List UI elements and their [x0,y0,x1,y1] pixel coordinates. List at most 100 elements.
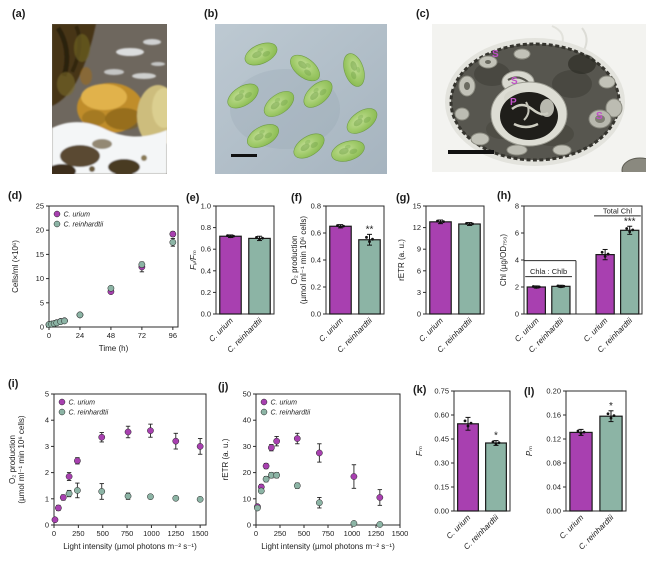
svg-text:6: 6 [515,229,519,238]
svg-text:0.30: 0.30 [434,459,449,468]
chart-svg-f: 0.00.20.40.60.8C. urium**C. reinhardtiiO… [290,202,385,354]
panel-label-c: (c) [416,8,430,20]
svg-text:Time (h): Time (h) [99,344,129,353]
svg-text:C. reinhardtii: C. reinhardtii [69,410,109,417]
svg-text:*: * [494,431,498,442]
scale-bar [231,154,257,157]
svg-text:0: 0 [247,521,251,530]
field-photo-snow-algae [52,24,167,174]
svg-text:2: 2 [45,468,49,477]
svg-text:Light intensity (µmol photons: Light intensity (µmol photons m⁻² s⁻¹) [63,542,197,551]
panel-label-j: (j) [218,381,229,393]
tem-label-starch-1: S [492,49,499,60]
svg-text:0.8: 0.8 [311,202,321,211]
svg-text:0.8: 0.8 [201,223,211,232]
svg-text:0: 0 [45,521,49,530]
svg-text:0.00: 0.00 [546,507,561,516]
svg-text:750: 750 [322,529,335,538]
svg-text:20: 20 [36,226,44,235]
tem-label-pyrenoid: P [510,97,517,108]
tem-label-starch-3: S [596,111,603,122]
svg-text:***: *** [624,216,636,227]
svg-text:0.6: 0.6 [201,245,211,254]
svg-text:rETR (a. u.): rETR (a. u.) [221,438,230,480]
svg-text:0.0: 0.0 [201,310,211,319]
svg-text:C. urium: C. urium [64,212,91,219]
svg-text:0.15: 0.15 [434,483,449,492]
chart-svg-k: 0.000.150.300.450.600.75C. urium*C. rein… [415,387,511,551]
svg-text:0: 0 [417,310,421,319]
svg-text:Total Chl: Total Chl [603,206,633,215]
svg-text:1500: 1500 [392,529,409,538]
svg-text:C. reinhardtii: C. reinhardtii [271,410,311,417]
pm-bar-chart: 0.00 0.04 0.08 0.12 0.16 0.20 C. urium * C. rein… [522,379,640,577]
chlorophyll-bar-chart: 0 2 4 6 8 C. urium C. reinhardtii C. urium *** C.… [496,193,650,375]
svg-text:1.0: 1.0 [201,202,211,211]
panel-label-g: (g) [396,192,411,204]
svg-text:0.0: 0.0 [311,310,321,319]
svg-text:72: 72 [138,331,146,340]
svg-text:25: 25 [36,202,44,211]
svg-text:1250: 1250 [368,529,385,538]
svg-text:0: 0 [515,310,519,319]
svg-text:250: 250 [72,529,85,538]
svg-text:Fᵥ/Fₘ: Fᵥ/Fₘ [189,250,198,270]
o2-vs-light-chart: 0 1 2 3 4 5 0 250 500 750 1000 1250 1500 C. urium C. r… [8,381,216,576]
chart-svg-l: 0.000.040.080.120.160.20C. urium*C. rein… [525,387,627,551]
svg-text:5: 5 [40,298,44,307]
fvfm-bar-chart: 0.0 0.2 0.4 0.6 0.8 1.0 C. urium C. reinhardtii… [186,196,286,375]
tem-label-starch-2: S [511,76,518,87]
svg-text:0.08: 0.08 [546,459,561,468]
panel-label-l: (l) [524,386,535,398]
svg-text:12: 12 [413,223,421,232]
svg-text:O₂ production: O₂ production [8,435,17,484]
svg-text:24: 24 [76,331,84,340]
panel-label-b: (b) [204,8,219,20]
svg-text:15: 15 [413,202,421,211]
retr-vs-light-chart: 0 10 20 30 40 50 0 250 500 750 1000 1250 1500 C. uriu… [218,381,410,576]
svg-text:(µmol ml⁻¹ min 10⁶ cells): (µmol ml⁻¹ min 10⁶ cells) [17,415,26,503]
svg-text:1000: 1000 [143,529,160,538]
svg-text:96: 96 [169,331,177,340]
svg-text:C. urium: C. urium [417,316,445,344]
svg-text:10: 10 [36,274,44,283]
svg-text:48: 48 [107,331,115,340]
svg-text:0.6: 0.6 [311,229,321,238]
svg-text:rETR (a. u.): rETR (a. u.) [397,239,406,281]
retr-bar-chart: 0 3 6 9 12 15 C. urium C. reinhardtii rETR (a. u… [394,196,496,375]
svg-text:1500: 1500 [192,529,209,538]
tem-art [432,24,646,172]
svg-text:0.75: 0.75 [434,387,449,396]
svg-text:C. reinhardtii: C. reinhardtii [64,222,104,229]
svg-text:750: 750 [121,529,134,538]
svg-text:C. urium: C. urium [317,316,345,344]
panel-label-e: (e) [186,192,200,204]
panel-label-i: (i) [8,378,19,390]
svg-text:C. urium: C. urium [207,316,235,344]
svg-text:C. urium: C. urium [271,400,298,407]
svg-text:50: 50 [243,390,251,399]
svg-text:0.4: 0.4 [201,266,211,275]
svg-text:1250: 1250 [167,529,184,538]
svg-text:3: 3 [45,442,49,451]
panel-label-h: (h) [497,190,512,202]
fm-bar-chart: 0.00 0.15 0.30 0.45 0.60 0.75 C. urium * C. rein… [412,379,522,577]
tem-photo-cell: S S P S [432,24,646,172]
svg-text:0: 0 [254,529,258,538]
svg-text:0.2: 0.2 [201,288,211,297]
o2-production-bar-chart: 0.0 0.2 0.4 0.6 0.8 C. urium ** C. reinhardtii O… [290,196,396,375]
svg-text:8: 8 [515,202,519,211]
svg-text:0.60: 0.60 [434,411,449,420]
svg-text:250: 250 [274,529,287,538]
svg-text:**: ** [366,224,374,235]
svg-text:C. urium: C. urium [445,513,473,541]
svg-text:(µmol ml⁻¹ min 10⁶ cells): (µmol ml⁻¹ min 10⁶ cells) [299,216,308,304]
svg-text:1: 1 [45,494,49,503]
field-photo-art [52,24,167,174]
svg-text:0.16: 0.16 [546,411,561,420]
micrograph-cells-photo [215,24,387,174]
svg-text:0: 0 [52,529,56,538]
svg-text:0.45: 0.45 [434,435,449,444]
